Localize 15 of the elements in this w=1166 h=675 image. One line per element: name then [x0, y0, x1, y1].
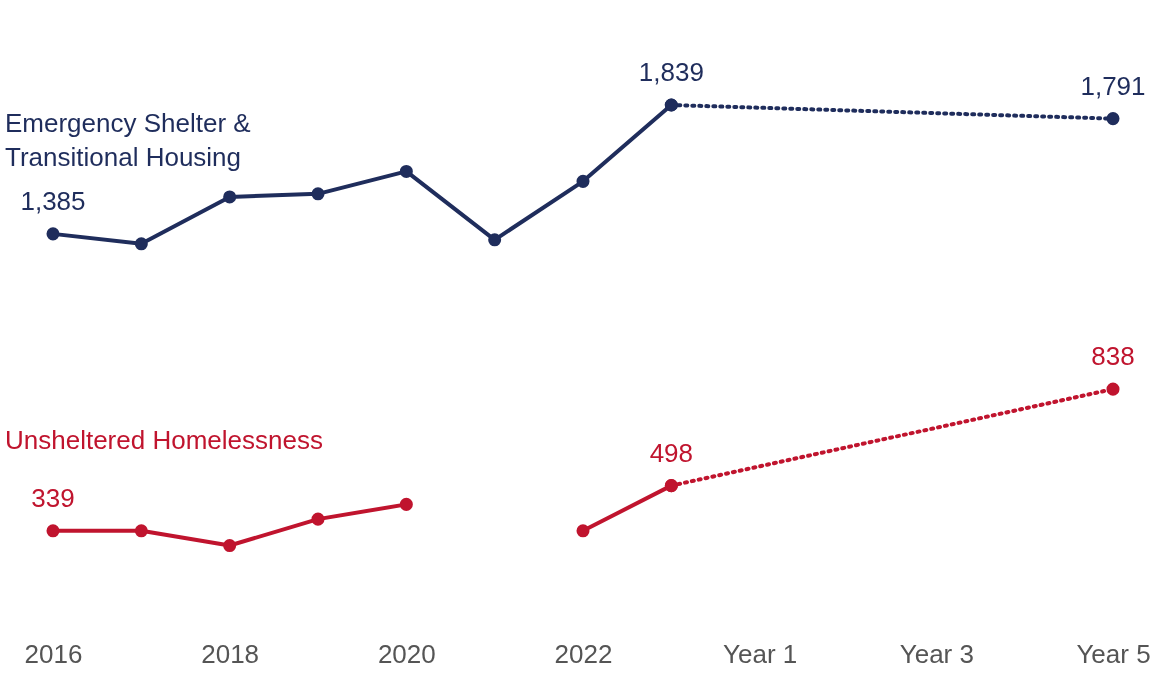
- data-label: 1,791: [1080, 70, 1146, 101]
- x-tick-label: 2022: [554, 638, 613, 669]
- data-label: 838: [1091, 341, 1135, 372]
- x-tick-label: Year 3: [899, 638, 974, 669]
- data-label: 498: [649, 437, 694, 468]
- series-label: Emergency Shelter & Transitional Housing: [5, 107, 251, 172]
- data-label: 1,385: [20, 185, 86, 216]
- x-tick-label: Year 1: [723, 638, 798, 669]
- x-tick-label: Year 5: [1076, 638, 1151, 669]
- text: Unsheltered Homelessness: [5, 424, 323, 455]
- x-tick-label: 2018: [201, 638, 260, 669]
- data-label: 1,839: [638, 57, 704, 87]
- data-label: 339: [31, 482, 75, 513]
- x-tick-label: 2016: [24, 638, 83, 669]
- x-tick-label: 2020: [377, 638, 436, 669]
